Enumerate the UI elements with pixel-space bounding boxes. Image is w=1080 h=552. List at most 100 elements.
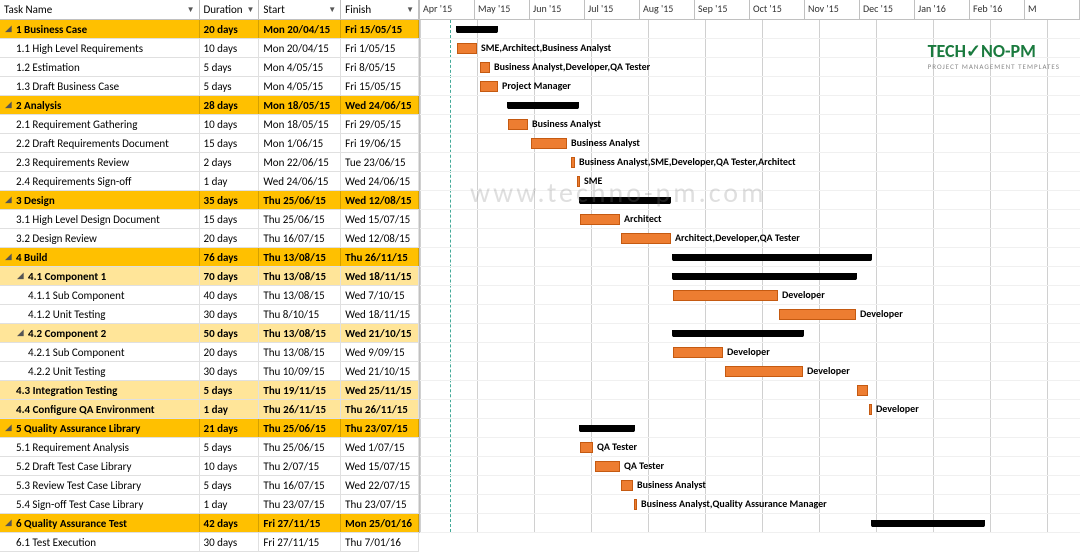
- task-row[interactable]: ◢4.1 Component 170 daysThu 13/08/15Wed 1…: [0, 267, 419, 286]
- task-name-cell[interactable]: ◢5 Quality Assurance Library: [0, 419, 200, 437]
- finish-cell[interactable]: Wed 12/08/15: [341, 191, 419, 209]
- finish-cell[interactable]: Wed 22/07/15: [341, 476, 419, 494]
- start-cell[interactable]: Mon 4/05/15: [259, 77, 341, 95]
- col-header-finish[interactable]: Finish▼: [341, 0, 419, 19]
- duration-cell[interactable]: 1 day: [200, 495, 260, 513]
- task-bar[interactable]: [725, 366, 803, 377]
- finish-cell[interactable]: Wed 18/11/15: [341, 305, 419, 323]
- task-row[interactable]: 5.1 Requirement Analysis5 daysThu 25/06/…: [0, 438, 419, 457]
- start-cell[interactable]: Thu 13/08/15: [259, 286, 341, 304]
- task-bar[interactable]: [508, 119, 528, 130]
- duration-cell[interactable]: 70 days: [200, 267, 260, 285]
- duration-cell[interactable]: 10 days: [200, 115, 260, 133]
- task-bar[interactable]: [580, 442, 593, 453]
- duration-cell[interactable]: 28 days: [200, 96, 260, 114]
- duration-cell[interactable]: 40 days: [200, 286, 260, 304]
- start-cell[interactable]: Mon 1/06/15: [259, 134, 341, 152]
- finish-cell[interactable]: Thu 23/07/15: [341, 495, 419, 513]
- duration-cell[interactable]: 42 days: [200, 514, 260, 532]
- duration-cell[interactable]: 30 days: [200, 533, 260, 551]
- start-cell[interactable]: Thu 25/06/15: [259, 191, 341, 209]
- col-header-duration[interactable]: Duration▼: [200, 0, 260, 19]
- collapse-icon[interactable]: ◢: [4, 519, 13, 528]
- task-name-cell[interactable]: ◢3 Design: [0, 191, 200, 209]
- finish-cell[interactable]: Fri 29/05/15: [341, 115, 419, 133]
- collapse-icon[interactable]: ◢: [4, 424, 13, 433]
- task-name-cell[interactable]: ◢4.2 Component 2: [0, 324, 200, 342]
- task-row[interactable]: 3.2 Design Review20 daysThu 16/07/15Wed …: [0, 229, 419, 248]
- task-name-cell[interactable]: 4.2.1 Sub Component: [0, 343, 200, 361]
- task-name-cell[interactable]: 5.3 Review Test Case Library: [0, 476, 200, 494]
- start-cell[interactable]: Thu 26/11/15: [259, 400, 341, 418]
- duration-cell[interactable]: 10 days: [200, 39, 260, 57]
- task-name-cell[interactable]: 6.1 Test Execution: [0, 533, 200, 551]
- task-name-cell[interactable]: ◢4 Build: [0, 248, 200, 266]
- finish-cell[interactable]: Wed 18/11/15: [341, 267, 419, 285]
- duration-cell[interactable]: 5 days: [200, 476, 260, 494]
- start-cell[interactable]: Thu 2/07/15: [259, 457, 341, 475]
- collapse-icon[interactable]: ◢: [4, 101, 13, 110]
- col-header-start[interactable]: Start▼: [259, 0, 341, 19]
- finish-cell[interactable]: Wed 15/07/15: [341, 457, 419, 475]
- start-cell[interactable]: Thu 25/06/15: [259, 419, 341, 437]
- finish-cell[interactable]: Fri 1/05/15: [341, 39, 419, 57]
- finish-cell[interactable]: Tue 23/06/15: [341, 153, 419, 171]
- start-cell[interactable]: Thu 13/08/15: [259, 324, 341, 342]
- task-bar[interactable]: [673, 347, 723, 358]
- start-cell[interactable]: Mon 20/04/15: [259, 20, 341, 38]
- finish-cell[interactable]: Wed 15/07/15: [341, 210, 419, 228]
- task-row[interactable]: ◢3 Design35 daysThu 25/06/15Wed 12/08/15: [0, 191, 419, 210]
- dropdown-icon[interactable]: ▼: [187, 5, 195, 15]
- duration-cell[interactable]: 20 days: [200, 229, 260, 247]
- summary-bar[interactable]: [673, 273, 856, 280]
- start-cell[interactable]: Thu 19/11/15: [259, 381, 341, 399]
- task-row[interactable]: 4.1.1 Sub Component40 daysThu 13/08/15We…: [0, 286, 419, 305]
- start-cell[interactable]: Thu 23/07/15: [259, 495, 341, 513]
- task-row[interactable]: 4.3 Integration Testing5 daysThu 19/11/1…: [0, 381, 419, 400]
- task-bar[interactable]: [634, 499, 637, 510]
- task-row[interactable]: ◢4.2 Component 250 daysThu 13/08/15Wed 2…: [0, 324, 419, 343]
- start-cell[interactable]: Mon 22/06/15: [259, 153, 341, 171]
- duration-cell[interactable]: 30 days: [200, 362, 260, 380]
- duration-cell[interactable]: 1 day: [200, 400, 260, 418]
- finish-cell[interactable]: Fri 15/05/15: [341, 20, 419, 38]
- start-cell[interactable]: Mon 4/05/15: [259, 58, 341, 76]
- collapse-icon[interactable]: ◢: [16, 272, 25, 281]
- finish-cell[interactable]: Wed 1/07/15: [341, 438, 419, 456]
- finish-cell[interactable]: Wed 12/08/15: [341, 229, 419, 247]
- task-name-cell[interactable]: ◢6 Quality Assurance Test: [0, 514, 200, 532]
- finish-cell[interactable]: Thu 26/11/15: [341, 400, 419, 418]
- finish-cell[interactable]: Wed 25/11/15: [341, 381, 419, 399]
- finish-cell[interactable]: Thu 23/07/15: [341, 419, 419, 437]
- duration-cell[interactable]: 5 days: [200, 438, 260, 456]
- duration-cell[interactable]: 5 days: [200, 58, 260, 76]
- finish-cell[interactable]: Wed 7/10/15: [341, 286, 419, 304]
- task-row[interactable]: 5.2 Draft Test Case Library10 daysThu 2/…: [0, 457, 419, 476]
- dropdown-icon[interactable]: ▼: [246, 5, 254, 15]
- duration-cell[interactable]: 15 days: [200, 134, 260, 152]
- finish-cell[interactable]: Wed 21/10/15: [341, 324, 419, 342]
- task-row[interactable]: 2.3 Requirements Review2 daysMon 22/06/1…: [0, 153, 419, 172]
- task-name-cell[interactable]: ◢1 Business Case: [0, 20, 200, 38]
- task-row[interactable]: 2.2 Draft Requirements Document15 daysMo…: [0, 134, 419, 153]
- start-cell[interactable]: Thu 8/10/15: [259, 305, 341, 323]
- finish-cell[interactable]: Wed 9/09/15: [341, 343, 419, 361]
- task-name-cell[interactable]: ◢4.1 Component 1: [0, 267, 200, 285]
- task-row[interactable]: 6.1 Test Execution30 daysFri 27/11/15Thu…: [0, 533, 419, 552]
- task-bar[interactable]: [457, 43, 477, 54]
- task-name-cell[interactable]: 3.1 High Level Design Document: [0, 210, 200, 228]
- task-row[interactable]: 3.1 High Level Design Document15 daysThu…: [0, 210, 419, 229]
- duration-cell[interactable]: 50 days: [200, 324, 260, 342]
- task-row[interactable]: 4.1.2 Unit Testing30 daysThu 8/10/15Wed …: [0, 305, 419, 324]
- start-cell[interactable]: Fri 27/11/15: [259, 514, 341, 532]
- duration-cell[interactable]: 30 days: [200, 305, 260, 323]
- start-cell[interactable]: Thu 13/08/15: [259, 267, 341, 285]
- task-name-cell[interactable]: 4.3 Integration Testing: [0, 381, 200, 399]
- start-cell[interactable]: Mon 18/05/15: [259, 96, 341, 114]
- task-bar[interactable]: [480, 62, 490, 73]
- finish-cell[interactable]: Thu 26/11/15: [341, 248, 419, 266]
- duration-cell[interactable]: 21 days: [200, 419, 260, 437]
- task-name-cell[interactable]: 5.1 Requirement Analysis: [0, 438, 200, 456]
- summary-bar[interactable]: [872, 520, 984, 527]
- task-bar[interactable]: [779, 309, 856, 320]
